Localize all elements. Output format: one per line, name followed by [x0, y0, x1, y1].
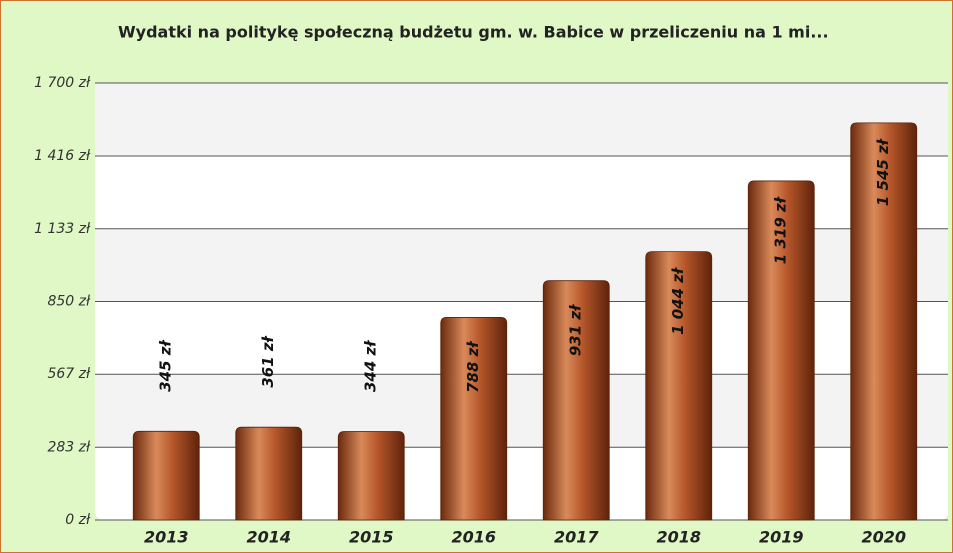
x-tick-label: 2017 — [554, 528, 599, 547]
x-tick-label: 2018 — [656, 528, 701, 547]
bar — [440, 317, 508, 521]
y-tick-label: 1 416 zł — [34, 148, 91, 164]
y-tick-label: 283 zł — [47, 439, 91, 455]
x-tick-label: 2019 — [759, 528, 804, 547]
value-label: 1 319 zł — [772, 196, 790, 264]
x-tick-label: 2016 — [451, 528, 496, 547]
x-tick-label: 2014 — [246, 528, 291, 547]
x-tick-label: 2013 — [144, 528, 189, 547]
y-tick-label: 850 zł — [47, 294, 91, 310]
value-label: 788 zł — [464, 341, 482, 393]
bar — [542, 280, 610, 521]
x-tick-label: 2015 — [349, 528, 394, 547]
y-tick-label: 1 700 zł — [34, 75, 91, 91]
bar — [850, 122, 918, 521]
y-tick-label: 0 zł — [65, 512, 91, 528]
bar — [132, 430, 200, 521]
value-label: 361 zł — [259, 335, 277, 387]
x-tick-label: 2020 — [861, 528, 906, 547]
value-label: 1 044 zł — [669, 267, 687, 335]
value-label: 344 zł — [362, 340, 380, 392]
bar — [235, 426, 303, 521]
value-label: 931 zł — [567, 304, 585, 356]
grid-band — [95, 374, 948, 448]
chart-title: Wydatki na politykę społeczną budżetu gm… — [118, 23, 829, 42]
grid-band — [95, 228, 948, 302]
bar — [645, 251, 713, 521]
value-label: 345 zł — [157, 339, 175, 391]
grid-band — [95, 83, 948, 157]
value-label: 1 545 zł — [874, 138, 892, 206]
bar — [337, 431, 405, 521]
y-tick-label: 567 zł — [47, 366, 91, 382]
y-tick-label: 1 133 zł — [34, 221, 91, 237]
bar — [747, 180, 815, 521]
